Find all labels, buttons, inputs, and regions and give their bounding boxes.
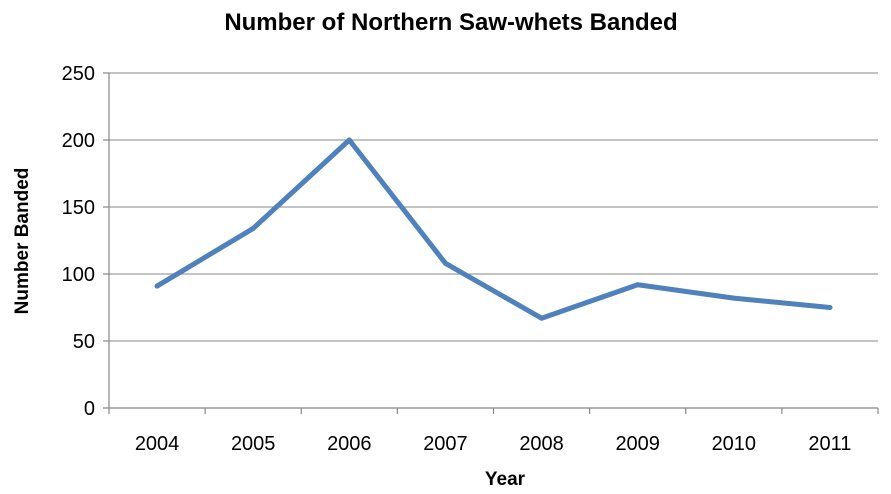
y-tick-label: 0 <box>84 398 95 420</box>
data-point <box>250 225 256 231</box>
y-tick-label: 200 <box>62 130 95 152</box>
y-tick-label: 250 <box>62 63 95 85</box>
x-tick-label: 2008 <box>519 433 564 455</box>
x-tick-label: 2009 <box>615 433 660 455</box>
series-group <box>154 137 833 321</box>
data-point <box>827 305 833 310</box>
x-tick-label: 2005 <box>231 433 276 455</box>
y-tick-label: 50 <box>73 331 95 353</box>
x-tick-label: 2004 <box>135 433 180 455</box>
y-tick-labels: 0 50 100 150 200 250 <box>62 63 95 420</box>
x-tick-label: 2007 <box>423 433 468 455</box>
data-point <box>346 137 352 143</box>
data-point <box>731 295 737 301</box>
chart-title: Number of Northern Saw-whets Banded <box>224 9 677 36</box>
x-tick-labels: 2004 2005 2006 2007 2008 2009 2010 2011 <box>135 433 852 455</box>
x-axis-title: Year <box>485 469 526 490</box>
data-point <box>539 315 545 321</box>
data-point <box>442 260 448 266</box>
x-tick-label: 2010 <box>712 433 757 455</box>
gridlines <box>109 72 878 342</box>
data-point <box>635 282 641 288</box>
y-axis-title: Number Banded <box>12 168 33 315</box>
y-tick-label: 150 <box>62 197 95 219</box>
axes <box>103 72 879 414</box>
x-tick-label: 2011 <box>808 433 851 455</box>
series-line-0 <box>154 137 833 321</box>
y-tick-label: 100 <box>62 264 95 286</box>
data-point <box>154 283 160 289</box>
x-tick-label: 2006 <box>327 433 372 455</box>
